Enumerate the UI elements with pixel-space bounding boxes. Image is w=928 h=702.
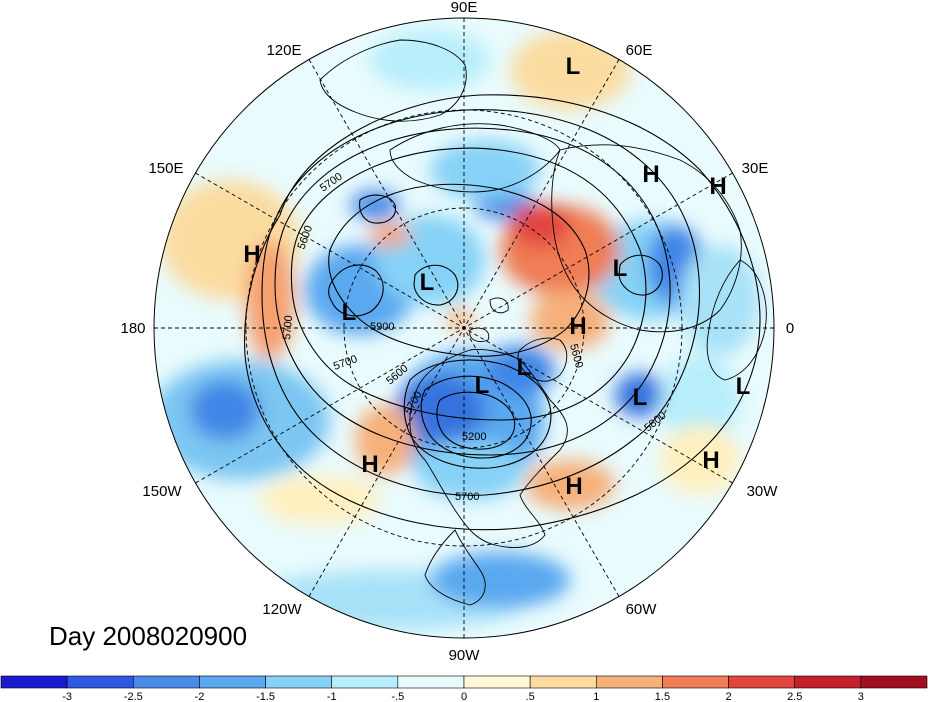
colorbar-swatch: [463, 675, 531, 689]
colorbar-tick-label: -2.5: [124, 691, 143, 702]
colorbar-tick-label: 3: [858, 691, 864, 702]
lon-label-150w: 150W: [142, 483, 182, 500]
coastlines: [319, 39, 767, 606]
date-label: Day 2008020900: [49, 621, 247, 651]
lon-label-120w: 120W: [262, 601, 302, 618]
colorbar-tick-label: -.5: [391, 691, 404, 702]
colorbar-swatch: [595, 675, 663, 689]
lon-label-90w: 90W: [449, 647, 481, 664]
colorbar-swatch: [662, 675, 729, 689]
map-boundary: [153, 17, 775, 639]
colorbar-swatch: [860, 675, 928, 689]
colorbar-swatch: [0, 675, 68, 689]
lon-label-150e: 150E: [148, 160, 183, 177]
lon-label-180: 180: [120, 320, 145, 337]
colorbar-tick-label: -2: [195, 691, 205, 702]
colorbar-swatch: [66, 675, 134, 689]
low-center-label: L: [517, 354, 532, 381]
lon-label-30w: 30W: [747, 483, 779, 500]
colorbar-tick-label: -3: [62, 691, 72, 702]
colorbar-swatch: [331, 675, 399, 689]
lon-label-60e: 60E: [626, 42, 653, 59]
colorbar-tick-label: .5: [526, 691, 535, 702]
low-center-label: L: [736, 373, 751, 400]
colorbar-swatch: [132, 675, 200, 689]
colorbar-swatch: [265, 675, 333, 689]
low-center-label: L: [566, 53, 581, 80]
pressure-centers: L H H H L L L H L L L L H H H: [243, 53, 750, 500]
lon-label-60w: 60W: [626, 601, 658, 618]
high-center-label: H: [642, 161, 659, 188]
colorbar-swatch: [728, 675, 796, 689]
colorbar-swatch: [794, 675, 862, 689]
contour-label: 5700: [455, 491, 479, 503]
colorbar-tick-label: 0: [461, 691, 467, 702]
colorbar-tick-label: 1.5: [655, 691, 670, 702]
lon-label-30e: 30E: [742, 160, 769, 177]
high-center-label: H: [709, 173, 726, 200]
low-center-label: L: [633, 384, 648, 411]
colorbar-swatch: [397, 675, 465, 689]
colorbar-tick-label: 2: [726, 691, 732, 702]
colorbar-tick-label: -1.5: [256, 691, 275, 702]
low-center-label: L: [475, 372, 490, 399]
high-center-label: H: [569, 313, 586, 340]
low-center-label: L: [420, 269, 435, 296]
colorbar-swatch: [529, 675, 597, 689]
colorbar-swatch: [199, 675, 266, 689]
colorbar-tick-label: 2.5: [787, 691, 802, 702]
low-center-label: L: [613, 255, 628, 282]
contour-label: 5200: [462, 431, 486, 443]
contour-label: 5700: [281, 315, 295, 340]
lon-label-90e: 90E: [451, 0, 478, 16]
high-center-label: H: [243, 241, 260, 268]
contour-label: 5900: [370, 321, 394, 333]
colorbar-tick-label: -1: [327, 691, 337, 702]
high-center-label: H: [702, 447, 719, 474]
high-center-label: H: [565, 473, 582, 500]
colorbar: -3 -2.5 -2 -1.5 -1 -.5 0 .5 1 1.5 2 2.5 3: [0, 675, 928, 702]
lon-label-120e: 120E: [266, 42, 301, 59]
height-contours: [244, 94, 761, 531]
low-center-label: L: [342, 299, 357, 326]
high-center-label: H: [361, 451, 378, 478]
longitude-labels: 90E 60E 30E 0 30W 60W 90W 120W 150W 180 …: [120, 0, 794, 664]
graticule: [154, 18, 774, 638]
colorbar-tick-label: 1: [593, 691, 599, 702]
lon-label-0: 0: [786, 320, 794, 337]
